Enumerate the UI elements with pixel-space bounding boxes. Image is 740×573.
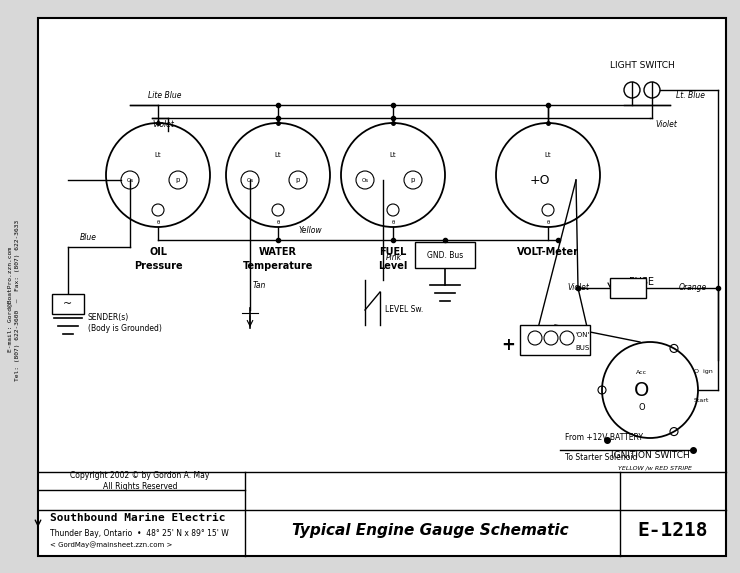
Text: BUS: BUS <box>575 345 589 351</box>
Text: Pressure: Pressure <box>134 261 182 271</box>
FancyBboxPatch shape <box>52 294 84 314</box>
Text: WATER: WATER <box>259 247 297 257</box>
Text: Violet: Violet <box>655 120 677 129</box>
Text: E-1218: E-1218 <box>638 520 708 540</box>
Text: Os: Os <box>361 178 369 182</box>
Text: θ: θ <box>156 219 160 225</box>
Text: Violet: Violet <box>152 120 174 129</box>
Text: +: + <box>501 336 515 354</box>
Text: IGNITION SWITCH: IGNITION SWITCH <box>610 452 690 461</box>
Text: 'ON': 'ON' <box>575 332 589 338</box>
Text: VOLT-Meter: VOLT-Meter <box>517 247 579 257</box>
Text: θ: θ <box>391 219 394 225</box>
Text: Lt. Blue: Lt. Blue <box>676 91 705 100</box>
Text: Lt: Lt <box>155 152 161 158</box>
Text: Thunder Bay, Ontario  •  48° 25' N x 89° 15' W: Thunder Bay, Ontario • 48° 25' N x 89° 1… <box>50 528 229 537</box>
Text: LEVEL Sw.: LEVEL Sw. <box>385 305 423 315</box>
Text: To Starter Solenoid: To Starter Solenoid <box>565 453 637 462</box>
Text: p: p <box>176 177 180 183</box>
FancyBboxPatch shape <box>415 242 475 268</box>
Text: Os: Os <box>246 178 254 182</box>
Text: Lite Blue: Lite Blue <box>148 91 181 100</box>
Text: θ: θ <box>276 219 280 225</box>
Text: +O: +O <box>530 174 551 186</box>
Text: Southbound Marine Electric: Southbound Marine Electric <box>50 513 226 523</box>
FancyBboxPatch shape <box>610 278 646 298</box>
Text: < GordMay@mainsheet.zzn.com >: < GordMay@mainsheet.zzn.com > <box>50 541 172 548</box>
Text: LIGHT SWITCH: LIGHT SWITCH <box>610 61 674 69</box>
Text: Copyright 2002 © by Gordon A. May
All Rights Reserved: Copyright 2002 © by Gordon A. May All Ri… <box>70 472 209 490</box>
Text: θ: θ <box>546 219 550 225</box>
Text: Temperature: Temperature <box>243 261 313 271</box>
Text: Lt: Lt <box>545 152 551 158</box>
FancyBboxPatch shape <box>520 325 590 355</box>
Text: From +12V BATTERY: From +12V BATTERY <box>565 433 643 442</box>
Text: GND. Bus: GND. Bus <box>427 250 463 260</box>
Text: Violet: Violet <box>567 284 589 292</box>
Text: p: p <box>411 177 415 183</box>
Text: ~: ~ <box>64 299 73 309</box>
Text: O  ign: O ign <box>694 370 713 375</box>
Text: Os: Os <box>127 178 133 182</box>
Text: Typical Engine Gauge Schematic: Typical Engine Gauge Schematic <box>292 523 568 537</box>
Text: O: O <box>639 403 645 413</box>
FancyBboxPatch shape <box>38 18 726 556</box>
Text: Orange: Orange <box>679 284 707 292</box>
Text: YELLOW /w RED STRIPE: YELLOW /w RED STRIPE <box>618 465 692 470</box>
Text: Level: Level <box>378 261 408 271</box>
Text: FUEL: FUEL <box>380 247 407 257</box>
Text: OIL: OIL <box>149 247 167 257</box>
Text: Pink: Pink <box>386 253 402 262</box>
Text: Tel: (807) 622-3600  —  Fax: (807) 622-3633: Tel: (807) 622-3600 — Fax: (807) 622-363… <box>16 219 21 380</box>
Text: SENDER(s)
(Body is Grounded): SENDER(s) (Body is Grounded) <box>88 313 162 333</box>
Text: FUSE: FUSE <box>630 277 654 287</box>
Text: Lt: Lt <box>275 152 281 158</box>
Text: Lt: Lt <box>390 152 397 158</box>
Text: Yellow: Yellow <box>298 226 322 235</box>
Text: Tan: Tan <box>253 281 266 290</box>
Text: Blue: Blue <box>80 233 97 242</box>
Text: p: p <box>296 177 300 183</box>
Text: Start: Start <box>694 398 710 402</box>
Text: O: O <box>634 380 650 399</box>
Text: Acc: Acc <box>636 370 648 375</box>
Text: E-mail: Gord@BoatPro.zzn.com: E-mail: Gord@BoatPro.zzn.com <box>7 248 13 352</box>
